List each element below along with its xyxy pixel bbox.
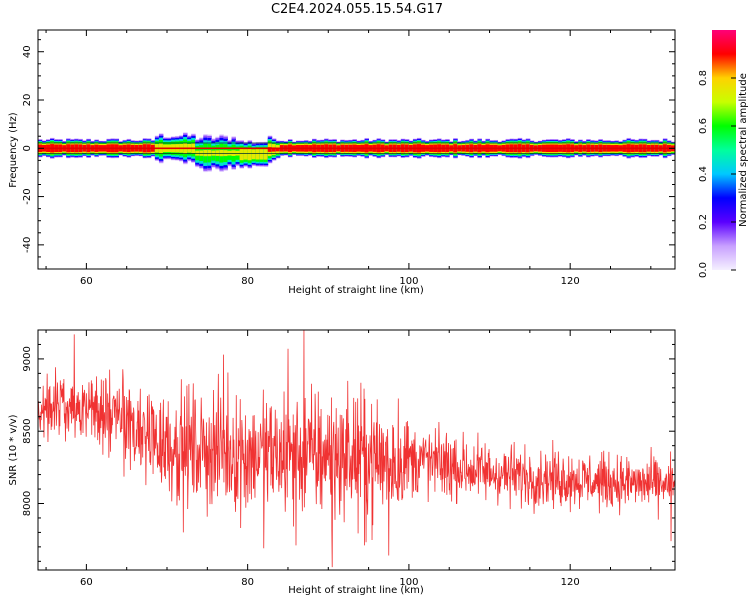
spectrogram-ticks: 60 80 100 120 -40 -20 0 20 40	[22, 30, 675, 287]
snr-frame	[37, 329, 676, 571]
spectrogram-frame	[37, 29, 676, 270]
snr-ticks: 60 80 100 120 8000 8500 9000	[22, 329, 675, 588]
spectral-cell	[203, 150, 208, 157]
spectrogram-xlabel: Height of straight line (km)	[288, 285, 424, 296]
spectrogram-ylabel: Frequency (Hz)	[8, 112, 19, 188]
spectrogram-ytick-label: -40	[22, 237, 33, 253]
snr-xtick-label: 120	[561, 577, 580, 588]
spectrogram-xtick-label: 60	[80, 276, 93, 287]
snr-xtick-label: 100	[399, 577, 418, 588]
spectral-cell	[271, 147, 277, 152]
colorbar-tick-label: 0.4	[698, 166, 709, 182]
colorbar-tick-label: 0.2	[698, 214, 709, 230]
snr-ytick-label: 8000	[22, 491, 33, 516]
colorbar-ticks: 0.0 0.2 0.4 0.6 0.8	[698, 70, 736, 278]
spectral-cell	[251, 149, 257, 160]
spectral-cell	[223, 150, 228, 157]
colorbar-tick-label: 0.0	[698, 262, 709, 278]
spectrogram-ytick-label: -20	[22, 188, 33, 204]
spectrogram-image	[38, 132, 675, 173]
spectral-cell	[259, 149, 265, 160]
snr-panel: 60 80 100 120 8000 8500 9000 Height of straigh…	[8, 329, 676, 596]
spectral-cell	[235, 150, 240, 156]
colorbar-gradient	[712, 30, 736, 270]
snr-ytick-label: 9000	[22, 346, 33, 371]
snr-xlabel: Height of straight line (km)	[288, 585, 424, 596]
snr-ylabel: SNR (10 * v/v)	[8, 414, 19, 485]
snr-xtick-label: 80	[241, 577, 254, 588]
spectral-cell	[211, 150, 216, 156]
colorbar-tick-label: 0.6	[698, 118, 709, 134]
spectral-cell	[247, 148, 253, 161]
snr-series-line	[38, 330, 675, 568]
spectrogram-panel: 60 80 100 120 -40 -20 0 20 40 Height of straight…	[8, 29, 676, 296]
spectrogram-xtick-label: 80	[241, 276, 254, 287]
spectral-cell	[231, 150, 236, 156]
spectral-cell	[243, 149, 249, 160]
spectral-cell	[263, 149, 269, 160]
spectral-cell	[227, 150, 232, 156]
spectral-cell	[267, 147, 273, 152]
spectral-cell	[199, 150, 204, 156]
snr-ytick-label: 8500	[22, 418, 33, 443]
spectrogram-ytick-label: 40	[22, 45, 33, 58]
spectral-cell	[275, 147, 281, 152]
colorbar: 0.0 0.2 0.4 0.6 0.8 Normalized spectral ampl…	[698, 30, 749, 278]
spectral-cell	[239, 148, 245, 161]
spectral-cell	[219, 150, 224, 157]
snr-xtick-label: 60	[80, 577, 93, 588]
spectral-cell	[215, 150, 220, 156]
colorbar-tick-label: 0.8	[698, 70, 709, 86]
spectrogram-ytick-label: 0	[22, 145, 33, 151]
spectral-cell	[255, 149, 261, 160]
spectrogram-ytick-label: 20	[22, 94, 33, 107]
spectral-cell	[195, 150, 200, 156]
spectrogram-xtick-label: 100	[399, 276, 418, 287]
colorbar-label: Normalized spectral amplitude	[738, 73, 749, 227]
figure-title: C2E4.2024.055.15.54.G17	[270, 2, 444, 17]
spectral-cell	[207, 150, 212, 157]
spectrogram-xtick-label: 120	[561, 276, 580, 287]
